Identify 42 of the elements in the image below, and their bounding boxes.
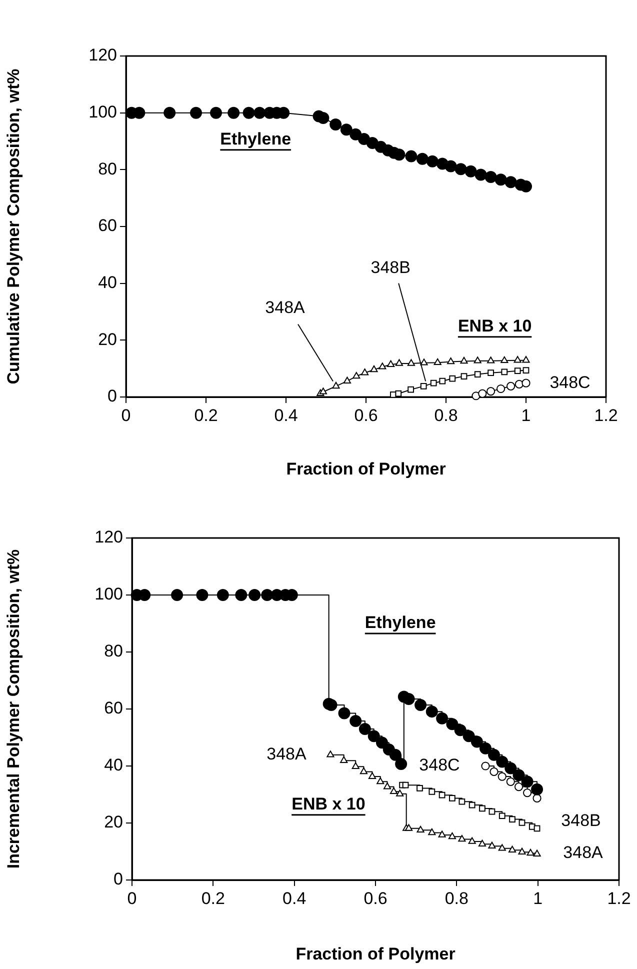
x-tick-label: 0.8 [434,406,458,425]
y-tick-label: 40 [104,756,123,775]
y-axis-title: Cumulative Polymer Composition, wt% [4,68,23,384]
annotation: 348C [550,372,590,392]
annotation: 348A [266,744,307,764]
annotation: 348C [419,756,460,775]
x-axis-title: Fraction of Polymer [296,944,456,964]
annotation: 348A [563,842,604,862]
x-tick-label: 1 [521,406,531,425]
annotation: 348B [561,811,601,830]
y-axis-title: Incremental Polymer Composition, wt% [4,549,23,869]
annotation: 348A [265,298,306,317]
y-tick-label: 60 [104,698,123,718]
x-tick-label: 0.6 [354,406,378,425]
y-tick-label: 0 [114,870,123,889]
y-tick-label: 20 [98,330,117,349]
x-tick-label: 0.6 [364,888,388,908]
x-tick-label: 0.8 [444,888,468,908]
y-tick-label: 100 [88,102,117,122]
y-tick-label: 100 [94,584,123,604]
y-tick-label: 80 [98,159,117,178]
y-tick-label: 20 [104,812,123,832]
x-tick-label: 1 [533,888,543,908]
x-tick-label: 0.2 [201,888,225,908]
y-tick-label: 0 [108,386,117,406]
x-axis-title: Fraction of Polymer [286,459,446,478]
x-tick-label: 1.2 [607,888,631,908]
annotation: ENB x 10 [292,794,366,814]
x-tick-label: 0 [127,888,137,908]
y-tick-label: 120 [94,528,123,547]
y-tick-label: 120 [88,46,117,65]
y-tick-label: 40 [98,273,117,292]
x-tick-label: 0.2 [194,406,218,425]
annotation: 348B [370,258,410,277]
x-tick-label: 0.4 [282,888,306,908]
annotation: Ethylene [364,613,436,632]
y-tick-label: 60 [98,216,117,236]
y-tick-label: 80 [104,642,123,661]
annotation: Ethylene [220,130,292,149]
x-tick-label: 0.4 [274,406,298,425]
x-tick-label: 1.2 [594,406,618,425]
annotation: ENB x 10 [458,316,532,336]
